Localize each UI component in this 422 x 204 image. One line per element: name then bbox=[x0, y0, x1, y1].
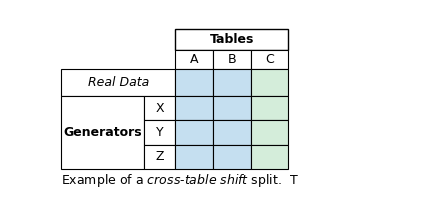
Bar bbox=[144, 96, 176, 120]
Text: Generators: Generators bbox=[63, 126, 142, 139]
Text: Real Data: Real Data bbox=[87, 76, 149, 89]
Bar bbox=[176, 96, 213, 120]
Bar bbox=[176, 145, 213, 169]
Text: C: C bbox=[265, 53, 274, 66]
Text: X: X bbox=[156, 102, 164, 115]
Bar bbox=[213, 96, 251, 120]
Bar bbox=[251, 96, 288, 120]
Bar bbox=[61, 96, 144, 169]
Bar bbox=[251, 50, 288, 69]
Bar bbox=[144, 145, 176, 169]
Bar bbox=[144, 120, 176, 145]
Text: B: B bbox=[227, 53, 236, 66]
Bar bbox=[213, 50, 251, 69]
Text: Z: Z bbox=[156, 150, 164, 163]
Text: Tables: Tables bbox=[210, 33, 254, 46]
Bar bbox=[176, 69, 213, 96]
Bar bbox=[213, 120, 251, 145]
Bar bbox=[251, 145, 288, 169]
Bar bbox=[213, 69, 251, 96]
Bar bbox=[251, 120, 288, 145]
Bar bbox=[251, 69, 288, 96]
Text: Y: Y bbox=[156, 126, 164, 139]
Text: Example of a $\it{cross}$-$\it{table}$ $\it{shift}$ split.  T: Example of a $\it{cross}$-$\it{table}$ $… bbox=[61, 172, 299, 189]
Bar bbox=[61, 69, 176, 96]
Text: A: A bbox=[190, 53, 198, 66]
Bar bbox=[176, 120, 213, 145]
Bar bbox=[176, 50, 213, 69]
Bar bbox=[213, 145, 251, 169]
Bar bbox=[176, 29, 288, 50]
